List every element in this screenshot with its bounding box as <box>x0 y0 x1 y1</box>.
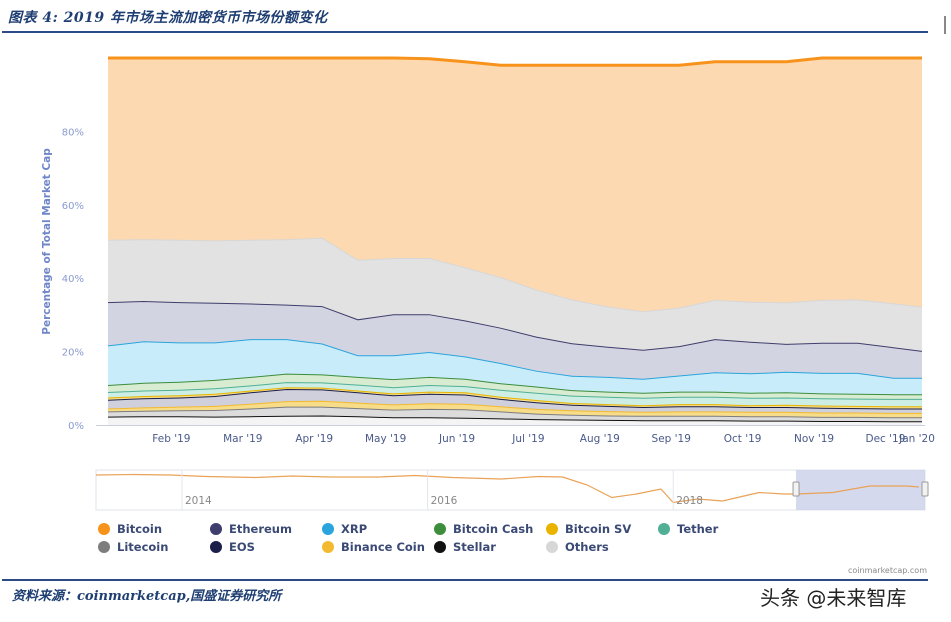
x-tick-label: Aug '19 <box>580 433 620 445</box>
legend-label: Bitcoin <box>117 522 163 536</box>
legend-marker-bitcoin-cash <box>434 523 446 535</box>
legend-item-tether[interactable]: Tether <box>658 522 770 536</box>
x-tick-label: Jun '19 <box>438 433 475 445</box>
y-tick-label: 0% <box>68 421 84 432</box>
top-divider <box>2 31 928 33</box>
x-tick-label: Jul '19 <box>511 433 544 445</box>
area-ethereum <box>108 301 922 379</box>
source-note: 资料来源：coinmarketcap,国盛证券研究所 <box>12 589 282 604</box>
legend-label: Bitcoin SV <box>565 522 632 536</box>
y-tick-label: 80% <box>62 127 84 138</box>
line-litecoin <box>107 405 922 419</box>
legend-label: Bitcoin Cash <box>453 522 534 536</box>
area-others <box>108 237 922 351</box>
edge-marker <box>944 16 946 34</box>
x-axis: Feb '19 Mar '19 Apr '19 May '19 Jun '19 Jul '… <box>96 425 935 445</box>
legend-marker-xrp <box>322 523 334 535</box>
legend-item-bitcoin-sv[interactable]: Bitcoin SV <box>546 522 658 536</box>
legend-item-bitcoin-cash[interactable]: Bitcoin Cash <box>434 522 546 536</box>
bottom-divider <box>2 579 928 581</box>
legend-label: Stellar <box>453 540 496 554</box>
legend-item-binance-coin[interactable]: Binance Coin <box>322 540 434 554</box>
market-share-chart: 0% 20% 40% 60% 80% Percentage of Total Market… <box>41 56 935 511</box>
y-axis-title: Percentage of Total Market Cap <box>41 148 53 335</box>
navigator-handle-left[interactable] <box>792 481 800 497</box>
legend-label: Others <box>565 540 609 554</box>
y-axis: 0% 20% 40% 60% 80% Percentage of Total Market… <box>41 127 84 432</box>
area-tether <box>108 382 922 407</box>
legend-item-ethereum[interactable]: Ethereum <box>210 522 322 536</box>
navigator-year-label: 2018 <box>676 495 703 507</box>
area-bitcoin <box>108 58 922 312</box>
legend-label: Tether <box>677 522 719 536</box>
range-navigator[interactable]: 2014 2016 2018 <box>95 469 929 511</box>
legend-item-stellar[interactable]: Stellar <box>434 540 546 554</box>
navigator-year-label: 2014 <box>185 495 212 507</box>
legend-marker-ethereum <box>210 523 222 535</box>
x-tick-label: Dec '19 <box>865 433 905 445</box>
legend-item-xrp[interactable]: XRP <box>322 522 434 536</box>
y-tick-label: 20% <box>62 348 84 359</box>
chart-credit: coinmarketcap.com <box>848 566 927 575</box>
chart-legend: Bitcoin Ethereum XRP Bitcoin Cash Bitcoin SV… <box>98 522 858 554</box>
navigator-line <box>95 473 919 504</box>
navigator-handle-right[interactable] <box>921 481 929 497</box>
legend-marker-others <box>546 541 558 553</box>
y-tick-label: 60% <box>62 201 84 212</box>
legend-label: EOS <box>229 540 255 554</box>
legend-item-eos[interactable]: EOS <box>210 540 322 554</box>
legend-item-others[interactable]: Others <box>546 540 658 554</box>
legend-label: Ethereum <box>229 522 292 536</box>
x-tick-label: Jan '20 <box>898 433 935 445</box>
x-tick-label: Apr '19 <box>295 433 333 445</box>
line-others <box>107 236 923 313</box>
legend-item-bitcoin[interactable]: Bitcoin <box>98 522 210 536</box>
navigator-selection <box>796 470 925 510</box>
navigator-year-label: 2016 <box>431 495 458 507</box>
legend-marker-bitcoin-sv <box>546 523 558 535</box>
area-stellar <box>108 415 922 425</box>
line-bitcoin <box>108 56 922 67</box>
legend-marker-binance-coin <box>322 541 334 553</box>
legend-marker-eos <box>210 541 222 553</box>
x-tick-label: Mar '19 <box>223 433 262 445</box>
x-tick-label: Nov '19 <box>794 433 834 445</box>
x-tick-label: Sep '19 <box>652 433 691 445</box>
line-bitcoin-cash <box>107 372 922 396</box>
legend-label: Litecoin <box>117 540 169 554</box>
y-tick-label: 40% <box>62 274 84 285</box>
area-binance-coin <box>108 400 922 418</box>
area-series <box>107 56 923 425</box>
legend-item-litecoin[interactable]: Litecoin <box>98 540 210 554</box>
figure-title: 图表 4: 2019 年市场主流加密货币市场份额变化 <box>8 10 328 26</box>
watermark: 头条 @未来智库 <box>760 586 907 610</box>
legend-marker-tether <box>658 523 670 535</box>
area-litecoin <box>108 406 922 422</box>
legend-label: Binance Coin <box>341 540 425 554</box>
x-tick-label: Oct '19 <box>724 433 762 445</box>
legend-label: XRP <box>341 522 368 536</box>
x-tick-label: May '19 <box>365 433 406 445</box>
legend-marker-bitcoin <box>98 523 110 535</box>
legend-marker-stellar <box>434 541 446 553</box>
legend-marker-litecoin <box>98 541 110 553</box>
x-tick-label: Feb '19 <box>152 433 190 445</box>
